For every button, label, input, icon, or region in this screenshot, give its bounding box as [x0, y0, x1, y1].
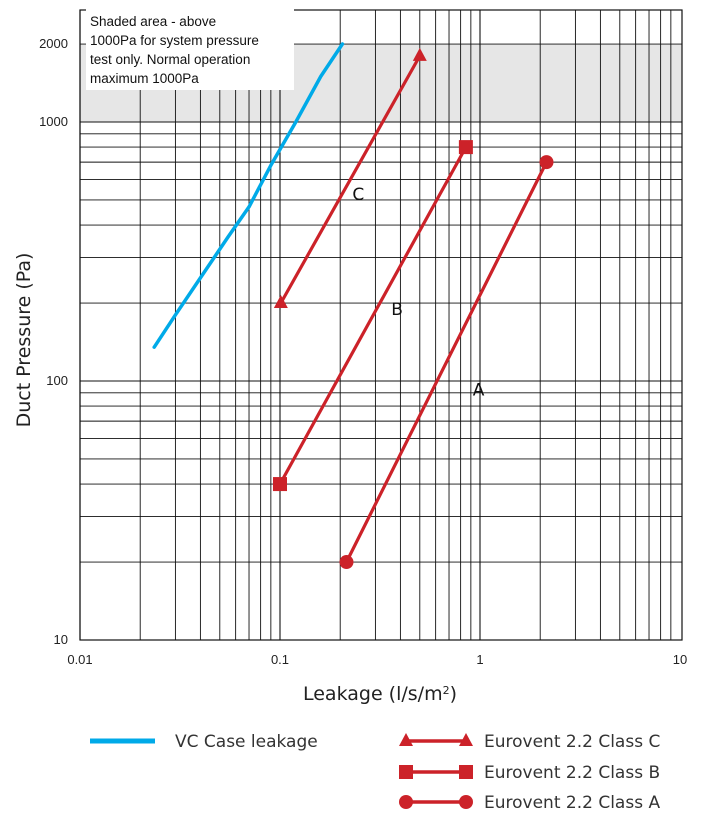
series-label-c: C	[352, 185, 364, 205]
x-axis-title-superscript: 2	[443, 684, 450, 697]
series-label-b: B	[391, 300, 403, 320]
y-tick-label: 100	[46, 373, 68, 388]
square-marker	[399, 765, 413, 779]
note-line-2: 1000Pa for system pressure	[90, 33, 259, 48]
series-label-a: A	[473, 380, 485, 400]
note-line-4: maximum 1000Pa	[90, 71, 199, 86]
series-line-vc	[152, 42, 345, 349]
series-line-b	[278, 145, 468, 486]
x-tick-label: 1	[476, 652, 483, 667]
y-axis-title: Duct Pressure (Pa)	[13, 253, 35, 428]
circle-marker	[339, 555, 354, 570]
triangle-marker	[459, 733, 473, 746]
legend: VC Case leakage Eurovent 2.2 Class C Eurov…	[90, 732, 660, 813]
legend-item: Eurovent 2.2 Class C	[399, 732, 660, 752]
square-marker	[459, 765, 473, 779]
legend-item: Eurovent 2.2 Class A	[399, 793, 660, 813]
series-line-c	[279, 54, 422, 305]
series-labels: C B A	[352, 185, 484, 400]
legend-label: Eurovent 2.2 Class B	[484, 763, 660, 783]
triangle-marker	[273, 295, 288, 309]
legend-item: Eurovent 2.2 Class B	[399, 763, 660, 783]
circle-marker	[539, 155, 554, 170]
square-marker	[273, 477, 287, 492]
legend-item: VC Case leakage	[90, 732, 318, 752]
x-tick-label: 10	[673, 652, 687, 667]
series-layer	[152, 42, 554, 570]
note-line-3: test only. Normal operation	[90, 52, 250, 67]
y-tick-label: 10	[54, 632, 68, 647]
note-box	[86, 8, 294, 90]
x-tick-label: 0.01	[67, 652, 92, 667]
y-tick-label: 2000	[39, 36, 68, 51]
axis-ticks: 0.01 0.1 1 10 10 100 1000 2000	[39, 36, 687, 667]
circle-marker	[399, 795, 413, 809]
triangle-marker	[399, 733, 413, 746]
legend-label: Eurovent 2.2 Class A	[484, 793, 660, 813]
square-marker	[458, 140, 473, 155]
chart-grid	[79, 10, 682, 641]
y-tick-label: 1000	[39, 114, 68, 129]
x-tick-label: 0.1	[271, 652, 289, 667]
triangle-marker	[412, 47, 427, 61]
legend-label: Eurovent 2.2 Class C	[484, 732, 660, 752]
x-axis-title: Leakage (l/s/m2)	[303, 683, 457, 705]
plot-frame	[79, 9, 683, 641]
note-line-1: Shaded area - above	[90, 14, 216, 29]
legend-label: VC Case leakage	[175, 732, 318, 752]
circle-marker	[459, 795, 473, 809]
series-line-a	[344, 160, 549, 564]
